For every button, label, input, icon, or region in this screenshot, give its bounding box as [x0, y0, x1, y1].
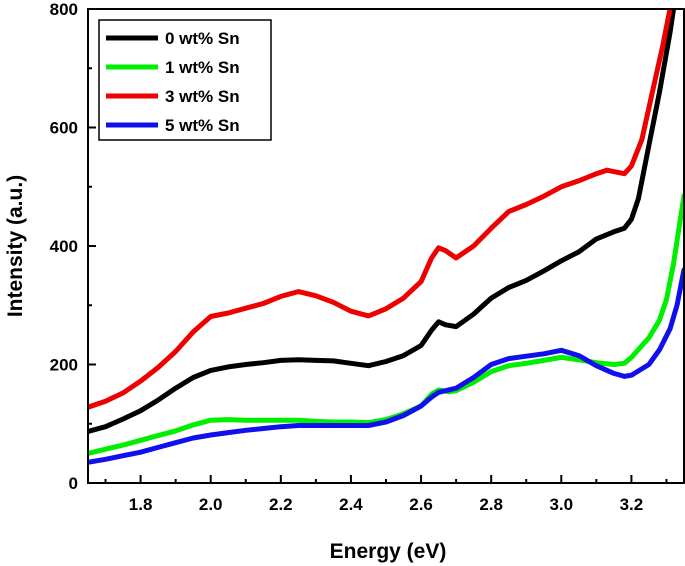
series-line-0 — [88, 9, 676, 434]
y-tick-label: 400 — [50, 237, 78, 256]
x-tick-label: 2.6 — [409, 495, 433, 514]
x-tick-label: 2.2 — [269, 495, 293, 514]
x-tick-label: 2.8 — [479, 495, 503, 514]
x-axis-title: Energy (eV) — [330, 540, 447, 563]
legend-label-1: 1 wt% Sn — [165, 58, 240, 77]
x-tick-label: 1.8 — [129, 495, 153, 514]
x-tick-label: 2.0 — [199, 495, 223, 514]
x-tick-label: 2.4 — [339, 495, 363, 514]
y-tick-label: 800 — [50, 0, 78, 19]
x-tick-label: 3.2 — [620, 495, 644, 514]
series-line-1 — [88, 193, 684, 456]
legend: 0 wt% Sn 1 wt% Sn 3 wt% Sn 5 wt% Sn — [98, 19, 272, 141]
x-tick-label: 3.0 — [549, 495, 573, 514]
series-layer — [88, 9, 684, 465]
series-line-3 — [88, 267, 684, 465]
legend-label-3: 5 wt% Sn — [165, 116, 240, 135]
legend-label-2: 3 wt% Sn — [165, 87, 240, 106]
y-tick-label: 600 — [50, 119, 78, 138]
axes-layer: 1.8 2.0 2.2 2.4 2.6 2.8 3.0 3.2 0 200 400 600 800 — [50, 0, 685, 514]
y-tick-label: 200 — [50, 356, 78, 375]
y-axis-title: Intensity (a.u.) — [4, 175, 27, 317]
legend-label-0: 0 wt% Sn — [165, 29, 240, 48]
series-line-2 — [88, 9, 673, 410]
y-tick-label: 0 — [69, 474, 78, 493]
